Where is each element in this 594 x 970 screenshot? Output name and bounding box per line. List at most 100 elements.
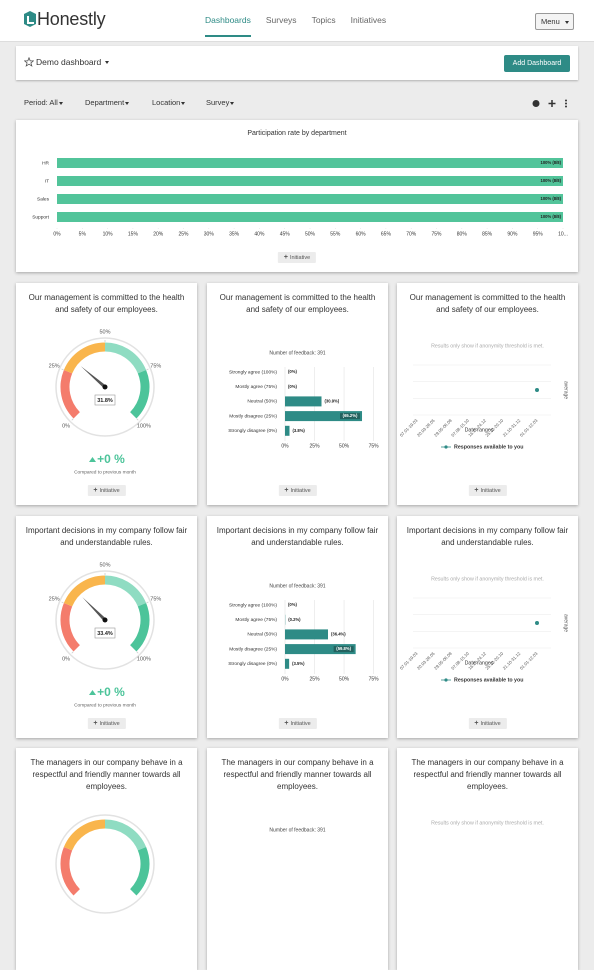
line-point xyxy=(535,621,539,625)
gauge-needle xyxy=(81,366,106,388)
legend-label: Responses available to you xyxy=(454,677,523,683)
info-icon[interactable] xyxy=(533,100,540,107)
gauge-segment xyxy=(68,580,105,605)
x-tick-label: 10... xyxy=(558,231,568,237)
nav-item[interactable]: Initiatives xyxy=(351,15,386,37)
legend-label: Responses available to you xyxy=(454,444,523,450)
x-tick-label: 45% xyxy=(280,231,291,237)
filter-dropdown[interactable]: Period: All xyxy=(24,98,67,107)
delta: +0 % xyxy=(97,452,125,466)
initiative-button[interactable]: Initiative xyxy=(87,718,125,729)
chart: Results only show if anonymity threshold… xyxy=(397,283,578,505)
chart-card: Results only show if anonymity threshold… xyxy=(397,748,578,970)
star-icon[interactable] xyxy=(24,57,34,67)
chart-title: Our management is committed to the healt… xyxy=(403,292,572,316)
bar xyxy=(285,426,289,436)
delta-note: Compared to previous month xyxy=(74,469,136,475)
x-tick-label: 30% xyxy=(204,231,215,237)
initiative-button[interactable]: Initiative xyxy=(87,485,125,496)
category-label: Strongly agree (100%) xyxy=(229,602,277,608)
bar xyxy=(57,194,563,204)
bar xyxy=(285,629,328,639)
gauge-value: 31.8% xyxy=(97,398,113,404)
x-axis-label: Date ranges xyxy=(465,660,494,666)
y-axis-label: average xyxy=(563,614,569,632)
bar xyxy=(285,659,289,669)
gauge-tick-label: 100% xyxy=(137,656,151,662)
logo-icon xyxy=(23,11,37,27)
dashboard-select[interactable]: Demo dashboard xyxy=(36,57,113,67)
gauge-tick xyxy=(137,652,138,653)
nav-item[interactable]: Dashboards xyxy=(205,15,251,37)
logo[interactable]: Honestly xyxy=(37,9,105,30)
gauge-tick xyxy=(62,369,64,370)
category-label: Sales xyxy=(37,196,50,202)
initiative-button[interactable]: Initiative xyxy=(468,485,506,496)
gauge-hub xyxy=(103,618,108,623)
x-tick-label: 25% xyxy=(310,443,321,449)
x-axis-label: Date ranges xyxy=(465,427,494,433)
chart-title: Our management is committed to the healt… xyxy=(22,292,191,316)
gauge-segment xyxy=(68,824,105,849)
x-tick-label: 01.01-12.03 xyxy=(519,651,539,671)
initiative-button[interactable]: Initiative xyxy=(278,252,316,263)
chart: Number of feedback: 3910%25%50%75%Strong… xyxy=(207,283,388,505)
category-label: Strongly agree (100%) xyxy=(229,369,277,375)
bar-value-label: (0%) xyxy=(288,602,297,607)
filter-dropdown[interactable]: Location xyxy=(152,98,189,107)
gauge-segment xyxy=(105,580,142,605)
gauge-segment xyxy=(133,372,145,416)
x-tick-label: 70% xyxy=(406,231,417,237)
x-tick-label: 0% xyxy=(281,676,289,682)
bar-value-label: (30.9%) xyxy=(325,399,340,404)
line-point xyxy=(535,388,539,392)
chart-title: Important decisions in my company follow… xyxy=(403,525,572,549)
chart-subtitle: Number of feedback: 391 xyxy=(269,827,325,833)
x-tick-label: 35% xyxy=(229,231,240,237)
gauge-tick xyxy=(72,419,73,420)
gauge-tick-label: 50% xyxy=(99,562,110,568)
gauge-tick xyxy=(147,602,149,603)
x-tick-label: 65% xyxy=(381,231,392,237)
initiative-button[interactable]: Initiative xyxy=(278,485,316,496)
bar-value-label: 100% (8/8) xyxy=(541,196,562,201)
add-dashboard-button[interactable]: Add Dashboard xyxy=(504,55,570,72)
category-label: IT xyxy=(45,178,49,184)
filter-dropdown[interactable]: Department xyxy=(85,98,133,107)
bar-value-label: (59.8%) xyxy=(336,646,351,651)
gauge-tick-label: 25% xyxy=(49,596,60,602)
more-icon[interactable] xyxy=(565,100,567,108)
toolbar-icons xyxy=(530,98,572,109)
x-tick-label: 90% xyxy=(507,231,518,237)
initiative-button[interactable]: Initiative xyxy=(468,718,506,729)
nav-item[interactable]: Topics xyxy=(312,15,336,37)
chart-card: Results only show if anonymity threshold… xyxy=(397,516,578,738)
chart-title: Important decisions in my company follow… xyxy=(22,525,191,549)
x-tick-label: 50% xyxy=(339,443,350,449)
chart-card: 0%25%50%75%100%33.4%+0 %Compared to prev… xyxy=(16,516,197,738)
threshold-note: Results only show if anonymity threshold… xyxy=(431,820,544,826)
delta-note: Compared to previous month xyxy=(74,702,136,708)
chart-subtitle: Number of feedback: 391 xyxy=(269,350,325,356)
add-icon[interactable] xyxy=(549,100,556,107)
initiative-button[interactable]: Initiative xyxy=(278,718,316,729)
bar xyxy=(57,176,563,186)
gauge-tick-label: 50% xyxy=(99,329,110,335)
menu-button[interactable]: Menu xyxy=(535,13,574,30)
category-label: Mostly agree (75%) xyxy=(235,617,277,623)
category-label: Neutral (50%) xyxy=(247,399,277,405)
gauge-tick-label: 25% xyxy=(49,363,60,369)
gauge-segment xyxy=(65,849,77,893)
filter-dropdown[interactable]: Survey xyxy=(206,98,238,107)
gauge-needle xyxy=(82,597,105,620)
gauge-segment xyxy=(105,347,142,372)
x-tick-label: 20% xyxy=(153,231,164,237)
x-tick-label: 10% xyxy=(103,231,114,237)
x-tick-label: 75% xyxy=(369,443,380,449)
bar-value-label: 100% (8/8) xyxy=(541,160,562,165)
nav-item[interactable]: Surveys xyxy=(266,15,297,37)
category-label: HR xyxy=(42,160,49,166)
chart: Number of feedback: 3910%25%50%75%Strong… xyxy=(207,516,388,738)
gauge-tick-label: 75% xyxy=(150,596,161,602)
